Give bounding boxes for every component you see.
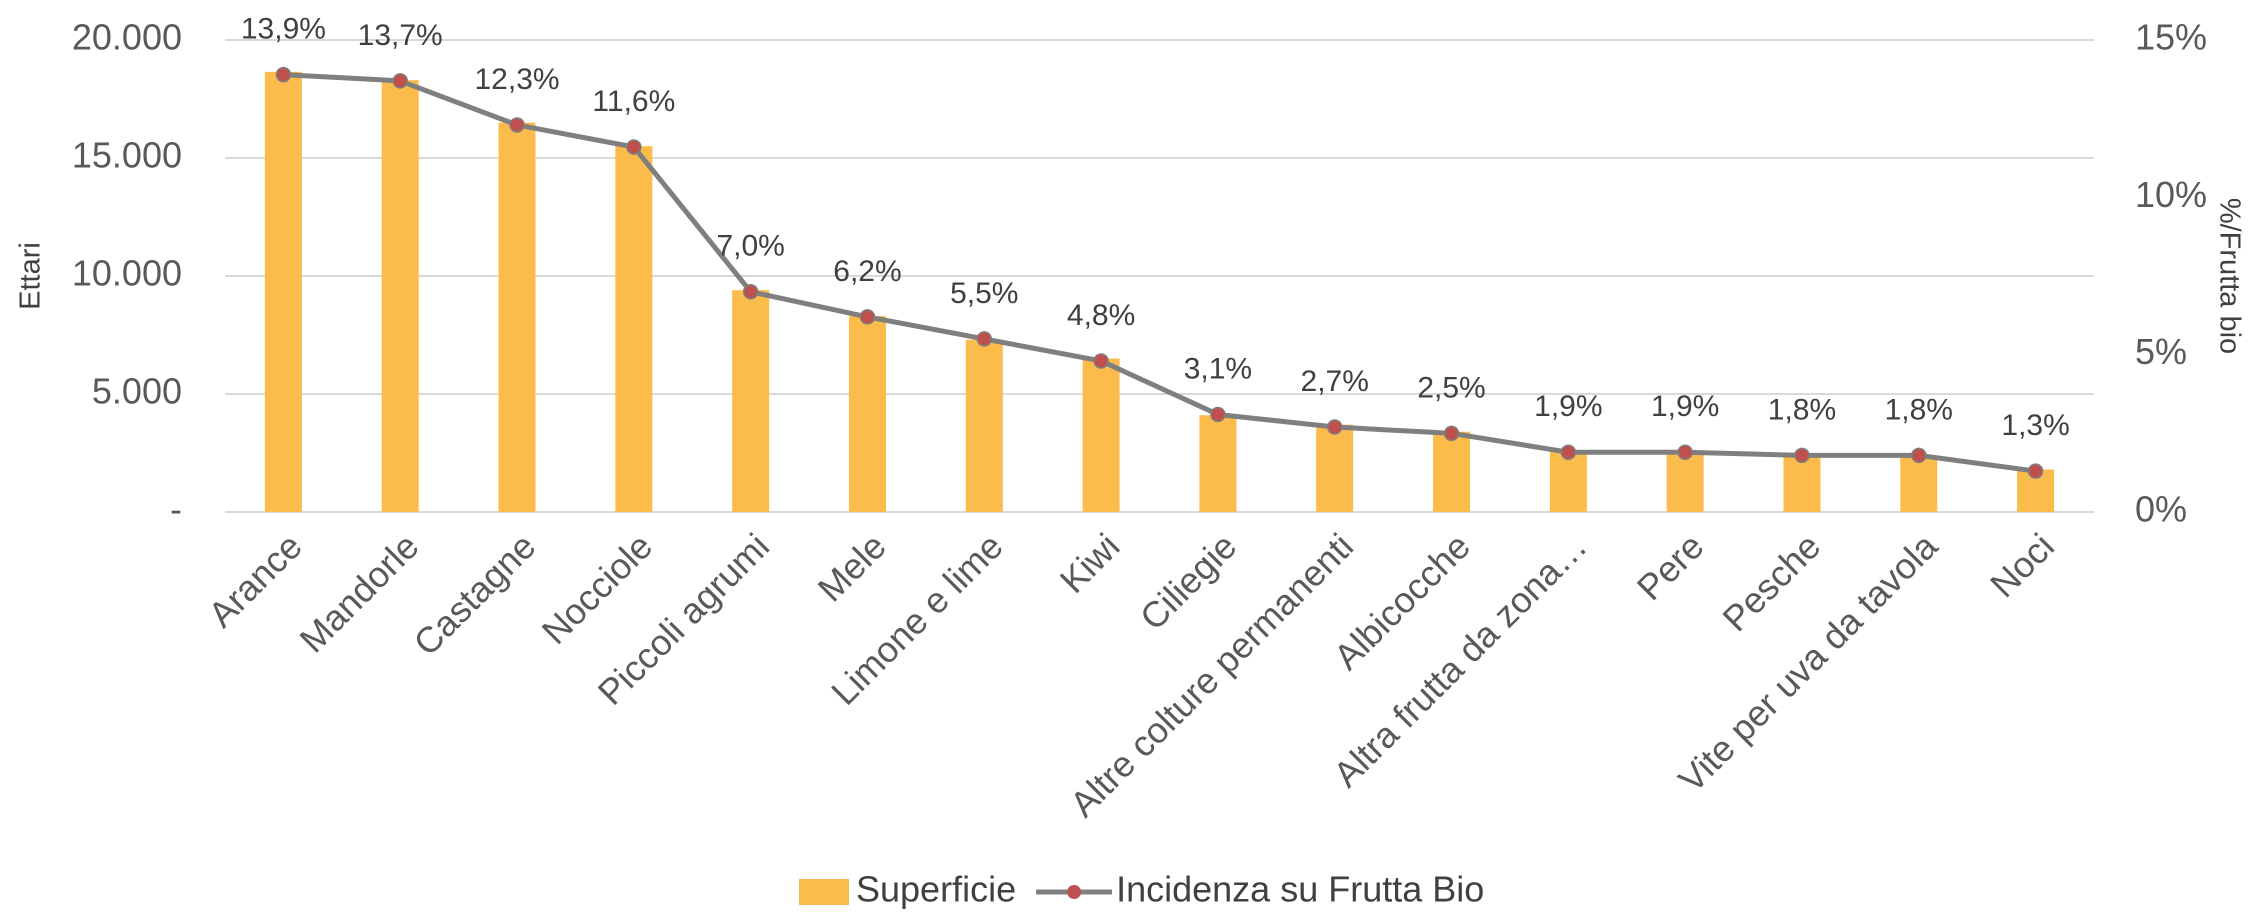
x-tick-label: Castagne bbox=[405, 525, 543, 663]
line-marker bbox=[1210, 406, 1226, 423]
y2-axis-label: %/Frutta bio bbox=[2213, 198, 2245, 354]
legend-label: Superficie bbox=[856, 869, 1016, 910]
x-tick-label: Mandorle bbox=[291, 525, 426, 660]
line-marker bbox=[1911, 447, 1927, 464]
data-label: 2,7% bbox=[1301, 365, 1369, 398]
line-marker bbox=[626, 139, 642, 155]
y2-tick-label: 10% bbox=[2135, 174, 2207, 215]
x-tick-label: Ciliegie bbox=[1132, 525, 1244, 637]
line-marker bbox=[1326, 419, 1343, 435]
x-tick-label: Pesche bbox=[1714, 525, 1828, 639]
line-marker bbox=[1677, 444, 1693, 460]
bar bbox=[1199, 415, 1237, 512]
data-label: 13,9% bbox=[241, 13, 326, 46]
line-marker bbox=[1093, 353, 1109, 369]
bar bbox=[1082, 358, 1120, 512]
bar bbox=[1433, 431, 1471, 512]
bar bbox=[264, 71, 302, 513]
line-marker bbox=[1443, 425, 1460, 442]
line-marker bbox=[742, 283, 759, 300]
x-tick-label: Mele bbox=[810, 525, 894, 609]
y-tick-label: - bbox=[170, 489, 182, 530]
data-label: 2,5% bbox=[1417, 371, 1485, 404]
data-label: 3,1% bbox=[1184, 352, 1252, 385]
bar bbox=[1549, 450, 1587, 512]
data-label: 4,8% bbox=[1067, 299, 1135, 332]
data-label: 1,9% bbox=[1651, 390, 1719, 423]
bar bbox=[1666, 453, 1704, 512]
bar bbox=[965, 339, 1003, 512]
bar bbox=[615, 146, 653, 512]
line-marker bbox=[1794, 447, 1810, 464]
y-tick-label: 10.000 bbox=[72, 253, 182, 294]
data-label: 1,8% bbox=[1885, 393, 1953, 426]
bar bbox=[732, 290, 770, 512]
bar bbox=[1900, 455, 1938, 512]
y-tick-label: 5.000 bbox=[92, 371, 182, 412]
line-marker bbox=[1560, 444, 1577, 460]
y-axis-label: Ettari bbox=[15, 242, 47, 310]
data-label: 6,2% bbox=[833, 255, 901, 288]
data-label: 1,9% bbox=[1534, 390, 1602, 423]
line bbox=[283, 72, 2036, 474]
y2-tick-label: 0% bbox=[2135, 489, 2187, 530]
legend-swatch bbox=[799, 879, 849, 905]
bar bbox=[498, 122, 536, 512]
data-label: 11,6% bbox=[592, 85, 675, 118]
y-tick-label: 20.000 bbox=[72, 17, 182, 58]
x-tick-label: Kiwi bbox=[1052, 525, 1128, 601]
data-label: 13,7% bbox=[358, 19, 443, 52]
line-marker bbox=[392, 73, 408, 89]
bar bbox=[381, 80, 419, 513]
line-marker bbox=[976, 331, 993, 347]
x-tick-label: Arance bbox=[200, 525, 310, 635]
data-label: 1,8% bbox=[1768, 393, 1836, 426]
bar bbox=[1316, 424, 1354, 512]
data-label: 1,3% bbox=[2001, 409, 2069, 442]
legend-marker bbox=[1067, 885, 1082, 899]
line-marker bbox=[275, 66, 292, 83]
y2-tick-label: 15% bbox=[2135, 17, 2207, 58]
y2-tick-label: 5% bbox=[2135, 331, 2187, 372]
data-label: 7,0% bbox=[716, 230, 784, 263]
y-tick-label: 15.000 bbox=[72, 135, 182, 176]
x-tick-label: Noci bbox=[1982, 525, 2062, 605]
x-tick-label: Pere bbox=[1629, 525, 1712, 608]
bar bbox=[848, 316, 886, 512]
line-marker bbox=[2027, 463, 2044, 479]
line-marker bbox=[859, 309, 876, 325]
line-marker bbox=[509, 117, 525, 133]
data-label: 5,5% bbox=[950, 277, 1018, 310]
data-label: 12,3% bbox=[474, 63, 559, 96]
legend-label: Incidenza su Frutta Bio bbox=[1116, 869, 1484, 910]
